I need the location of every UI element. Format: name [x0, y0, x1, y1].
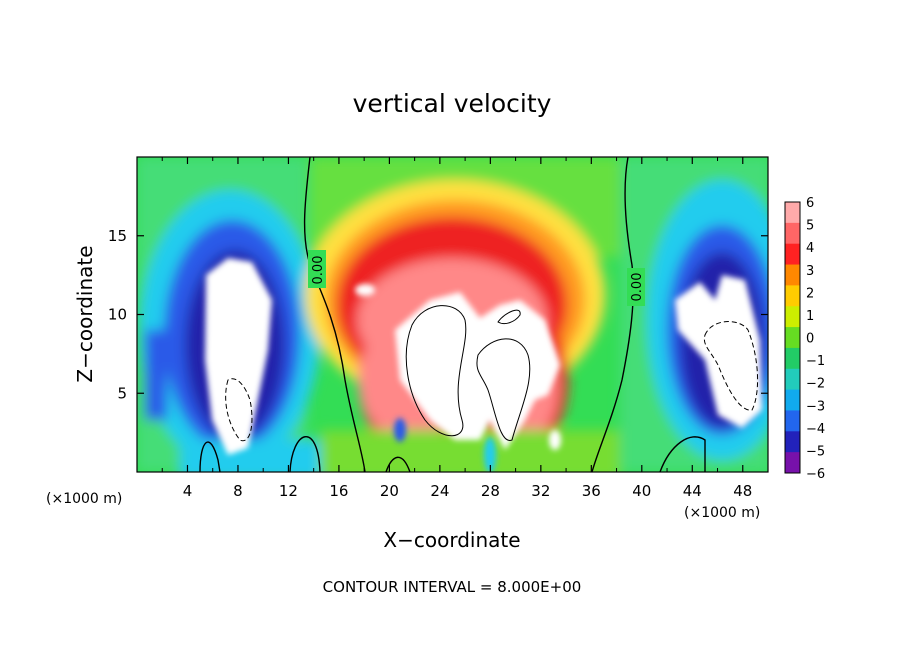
colorbar-swatch	[785, 327, 800, 349]
contour-interval-note: CONTOUR INTERVAL = 8.000E+00	[323, 578, 582, 596]
x-axis-unit-left: (×1000 m)	[46, 491, 122, 507]
y-tick-label: 10	[108, 306, 127, 324]
colorbar-tick-label: 5	[806, 219, 814, 234]
x-tick-label: 8	[233, 482, 243, 500]
x-tick-label: 48	[733, 482, 752, 500]
colorbar-swatch	[785, 452, 800, 474]
y-axis: 5 10 15	[108, 227, 768, 402]
x-tick-label: 44	[683, 482, 702, 500]
colorbar-tick-label: −5	[806, 444, 825, 459]
x-axis-unit-right: (×1000 m)	[684, 505, 760, 521]
colorbar-swatch	[785, 202, 800, 224]
colorbar-tick-label: −6	[806, 467, 825, 482]
colorbar-swatch	[785, 368, 800, 391]
colorbar-tick-label: −2	[806, 377, 825, 392]
colorbar-tick-label: 3	[806, 264, 814, 279]
x-tick-label: 20	[380, 482, 399, 500]
x-tick-label: 40	[632, 482, 651, 500]
colorbar-frame	[784, 201, 801, 474]
colorbar-swatch	[785, 431, 800, 453]
colorbar-tick-label: −1	[806, 354, 825, 369]
colorbar-swatch	[785, 347, 800, 370]
colorbar-swatch	[785, 243, 800, 266]
colorbar-swatch	[785, 264, 800, 286]
colorbar-swatch	[785, 306, 800, 328]
colorbar-tick-label: 6	[806, 196, 814, 211]
x-tick-label: 12	[279, 482, 298, 500]
y-tick-label: 5	[117, 384, 127, 402]
contour-label: 0.00	[311, 256, 326, 285]
colorbar-tick-label: 1	[806, 309, 814, 324]
colorbar: 6 5 4 3 2 1 0 −1 −2 −3 −4 −5 −6	[784, 196, 825, 482]
x-tick-label: 16	[329, 482, 348, 500]
colorbar-tick-label: 0	[806, 332, 814, 347]
colorbar-swatch	[785, 285, 800, 307]
x-axis: 4 8 12 16 20 24 28 32 36 40 44 48	[161, 157, 752, 500]
x-axis-label: X−coordinate	[383, 528, 520, 552]
y-axis-label: Z−coordinate	[73, 245, 97, 382]
heatmap-field	[137, 157, 768, 472]
x-tick-label: 32	[531, 482, 550, 500]
x-tick-label: 24	[430, 482, 449, 500]
colorbar-swatch	[785, 410, 800, 432]
chart-title: vertical velocity	[353, 89, 552, 118]
colorbar-swatch	[785, 389, 800, 411]
colorbar-tick-label: −4	[806, 422, 825, 437]
contour-label: 0.00	[630, 273, 645, 302]
colorbar-tick-label: 4	[806, 241, 814, 256]
colorbar-tick-label: −3	[806, 399, 825, 414]
colorbar-tick-label: 2	[806, 286, 814, 301]
y-tick-label: 15	[108, 227, 127, 245]
x-tick-label: 4	[183, 482, 193, 500]
x-tick-label: 36	[582, 482, 601, 500]
x-tick-label: 28	[481, 482, 500, 500]
colorbar-swatch	[785, 222, 800, 245]
